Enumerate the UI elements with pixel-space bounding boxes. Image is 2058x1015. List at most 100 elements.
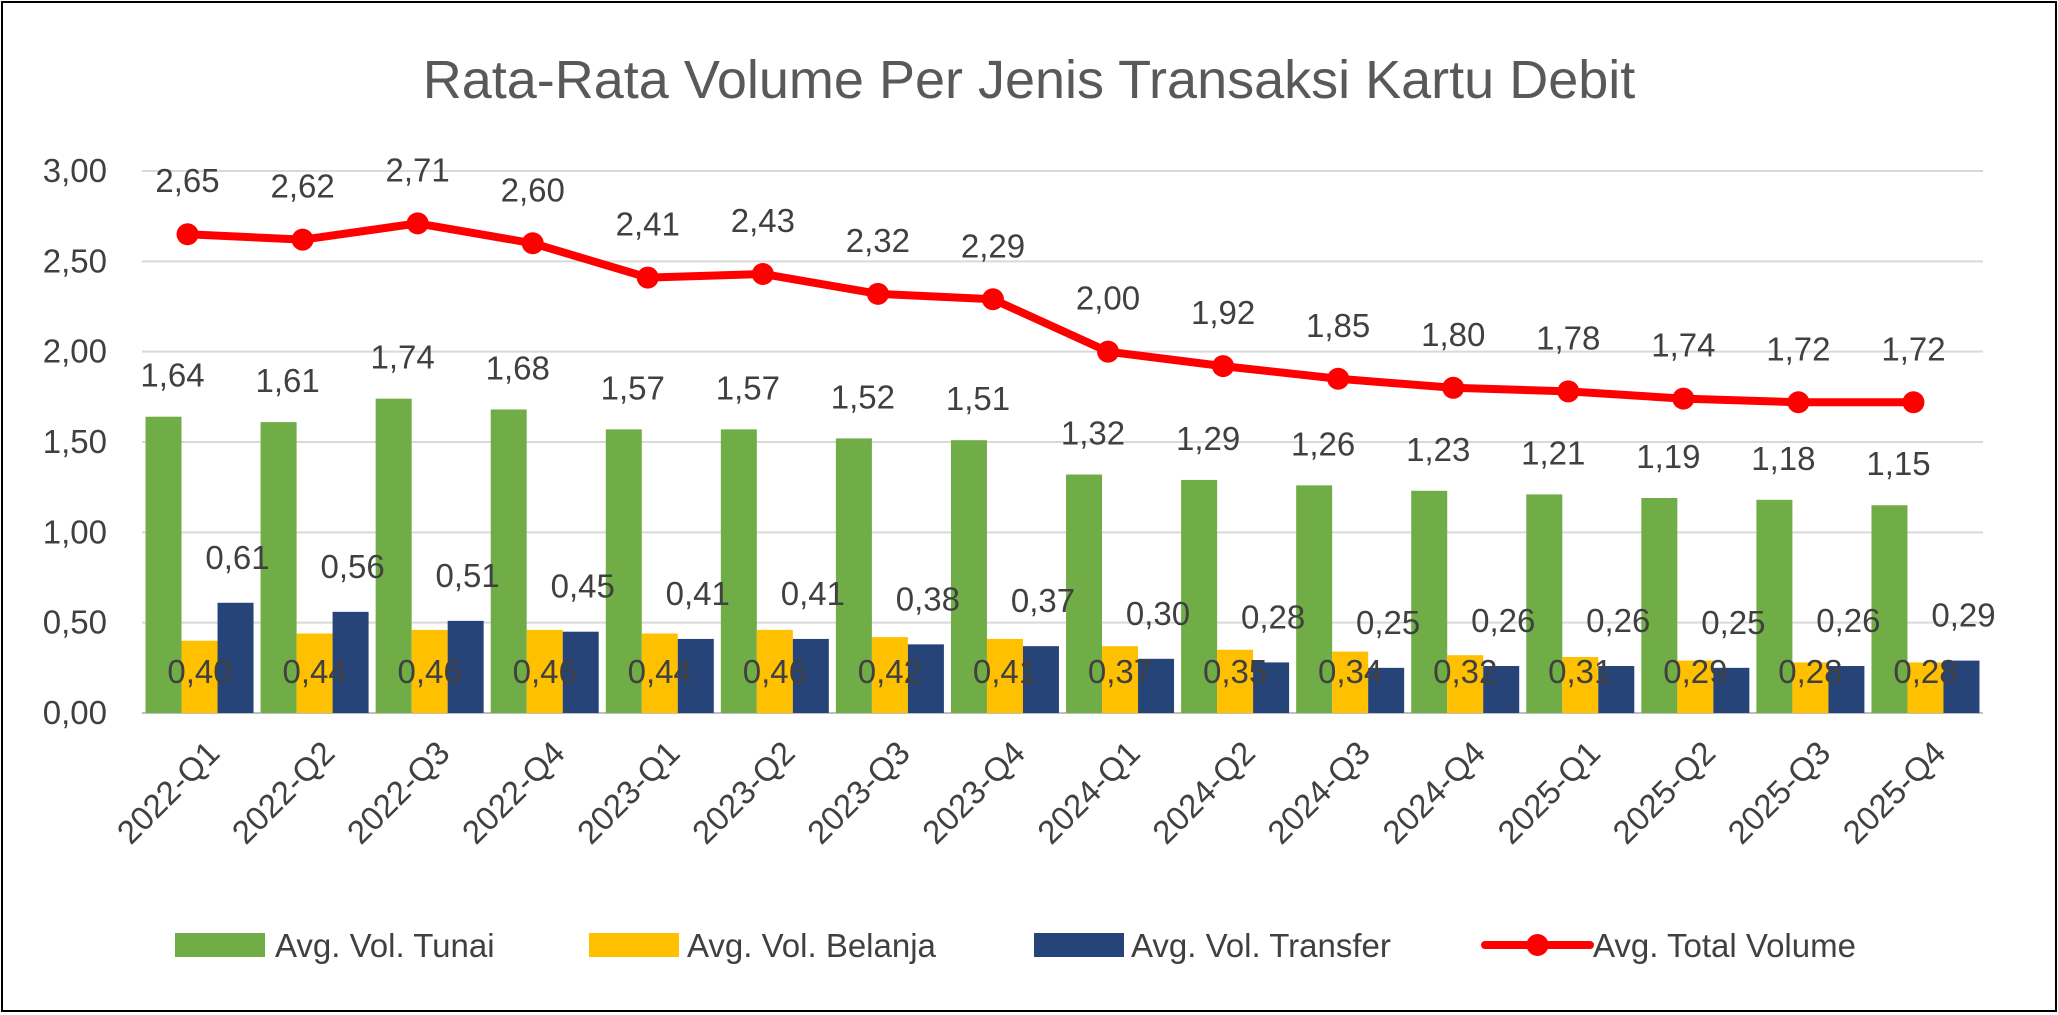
y-tick-label: 2,00 — [43, 333, 107, 370]
bar-avg-vol-tunai — [950, 440, 987, 713]
x-tick-label: 2022-Q1 — [109, 734, 226, 851]
data-label-avg-vol-tunai: 1,74 — [371, 339, 435, 376]
total-volume-marker — [1787, 391, 1810, 414]
bar-avg-vol-tunai — [720, 429, 757, 713]
data-label-avg-vol-tunai: 1,61 — [255, 362, 319, 399]
bar-avg-vol-belanja — [1217, 649, 1254, 713]
total-volume-marker — [981, 288, 1004, 311]
data-label-avg-vol-transfer: 0,41 — [666, 575, 730, 612]
data-label-avg-vol-transfer: 0,26 — [1471, 602, 1535, 639]
total-volume-line-path — [183, 219, 1918, 407]
x-tick-label: 2022-Q3 — [340, 734, 457, 851]
y-tick-label: 3,00 — [43, 152, 107, 189]
legend-swatch — [1034, 933, 1124, 957]
bar-avg-vol-transfer — [1828, 666, 1865, 713]
x-tick-label: 2024-Q3 — [1260, 734, 1377, 851]
y-tick-label: 0,00 — [43, 694, 107, 731]
bar-avg-vol-belanja — [756, 629, 793, 713]
data-label-avg-total-volume: 2,60 — [501, 171, 565, 208]
bar-avg-vol-tunai — [375, 398, 412, 713]
data-label-avg-vol-belanja: 0,44 — [628, 653, 692, 690]
bar-avg-vol-tunai — [1756, 499, 1793, 713]
bar-avg-vol-transfer — [1943, 660, 1980, 713]
data-label-avg-vol-belanja: 0,28 — [1893, 653, 1957, 690]
data-label-avg-total-volume: 2,00 — [1076, 280, 1140, 317]
bar-avg-vol-belanja — [296, 633, 333, 713]
x-tick-label: 2024-Q2 — [1145, 734, 1262, 851]
x-tick-label: 2025-Q4 — [1835, 734, 1952, 851]
bar-data-labels: 1,64 1,61 1,74 1,68 1,57 1,57 1,52 1,51 1,32 1,29… — [140, 339, 1995, 690]
y-tick-label: 1,50 — [43, 423, 107, 460]
bar-avg-vol-transfer — [1022, 646, 1059, 713]
total-volume-marker — [1327, 367, 1350, 390]
bar-avg-vol-tunai — [835, 438, 872, 713]
data-label-avg-vol-tunai: 1,51 — [946, 380, 1010, 417]
data-label-avg-total-volume: 2,32 — [846, 222, 910, 259]
data-label-avg-vol-transfer: 0,45 — [551, 568, 615, 605]
data-label-avg-total-volume: 1,92 — [1191, 294, 1255, 331]
x-tick-label: 2022-Q2 — [225, 734, 342, 851]
total-volume-line: 2,65 2,62 2,71 2,60 2,41 2,43 2,32 2,29 2,00 1,92… — [155, 151, 1946, 414]
data-label-avg-vol-belanja: 0,37 — [1088, 653, 1152, 690]
bar-avg-vol-tunai — [260, 422, 297, 713]
data-label-avg-vol-tunai: 1,68 — [486, 349, 550, 386]
total-volume-marker — [1557, 380, 1580, 403]
legend-marker — [1526, 934, 1549, 956]
legend-swatch — [175, 933, 265, 957]
total-volume-marker — [1212, 355, 1235, 378]
data-label-avg-vol-tunai: 1,21 — [1521, 434, 1585, 471]
bar-avg-vol-belanja — [181, 640, 218, 713]
x-tick-label: 2025-Q1 — [1490, 734, 1607, 851]
data-label-avg-vol-belanja: 0,41 — [973, 653, 1037, 690]
bar-avg-vol-transfer — [792, 638, 829, 713]
bar-avg-vol-belanja — [1562, 656, 1599, 713]
data-label-avg-vol-tunai: 1,26 — [1291, 425, 1355, 462]
data-label-avg-vol-belanja: 0,40 — [167, 653, 231, 690]
x-tick-label: 2023-Q1 — [570, 734, 687, 851]
data-label-avg-vol-transfer: 0,61 — [205, 539, 269, 576]
data-label-avg-vol-tunai: 1,23 — [1406, 431, 1470, 468]
bar-avg-vol-transfer — [332, 611, 369, 713]
data-label-avg-vol-belanja: 0,29 — [1663, 653, 1727, 690]
data-label-avg-vol-transfer: 0,56 — [320, 548, 384, 585]
y-tick-label: 2,50 — [43, 242, 107, 279]
data-label-avg-vol-belanja: 0,46 — [398, 653, 462, 690]
data-label-avg-total-volume: 2,62 — [270, 168, 334, 205]
data-label-avg-vol-tunai: 1,64 — [140, 357, 204, 394]
bar-avg-vol-tunai — [490, 409, 527, 713]
bar-avg-vol-belanja — [986, 638, 1023, 713]
data-label-avg-total-volume: 1,72 — [1766, 330, 1830, 367]
data-label-avg-total-volume: 2,71 — [386, 151, 450, 188]
data-label-avg-vol-belanja: 0,31 — [1548, 653, 1612, 690]
bar-avg-vol-transfer — [1483, 666, 1520, 713]
bar-avg-vol-tunai — [1871, 505, 1908, 713]
y-tick-label: 1,00 — [43, 513, 107, 550]
data-label-avg-vol-tunai: 1,29 — [1176, 420, 1240, 457]
data-label-avg-total-volume: 1,85 — [1306, 307, 1370, 344]
bar-avg-vol-transfer — [1368, 667, 1405, 713]
data-label-avg-total-volume: 1,74 — [1651, 327, 1715, 364]
bar-avg-vol-transfer — [562, 631, 599, 713]
data-label-avg-vol-transfer: 0,28 — [1241, 598, 1305, 635]
data-label-avg-vol-belanja: 0,46 — [743, 653, 807, 690]
data-label-avg-vol-tunai: 1,52 — [831, 378, 895, 415]
data-label-avg-vol-transfer: 0,37 — [1011, 582, 1075, 619]
x-tick-label: 2024-Q4 — [1375, 734, 1492, 851]
bar-avg-vol-belanja — [411, 629, 448, 713]
bar-avg-vol-transfer — [677, 638, 714, 713]
bar-avg-vol-tunai — [1066, 474, 1103, 713]
bar-avg-vol-transfer — [1713, 667, 1750, 713]
data-label-avg-vol-tunai: 1,57 — [716, 369, 780, 406]
data-label-avg-vol-tunai: 1,18 — [1751, 440, 1815, 477]
data-label-avg-vol-belanja: 0,28 — [1778, 653, 1842, 690]
x-tick-label: 2023-Q4 — [915, 734, 1032, 851]
bar-avg-vol-belanja — [1792, 662, 1829, 713]
x-tick-label: 2022-Q4 — [455, 734, 572, 851]
data-label-avg-vol-belanja: 0,46 — [513, 653, 577, 690]
data-label-avg-vol-transfer: 0,26 — [1816, 602, 1880, 639]
bar-avg-vol-belanja — [1907, 662, 1944, 713]
bar-avg-vol-tunai — [1411, 490, 1448, 713]
data-label-avg-vol-belanja: 0,44 — [282, 653, 346, 690]
legend-label: Avg. Total Volume — [1593, 927, 1856, 964]
data-label-avg-vol-belanja: 0,32 — [1433, 653, 1497, 690]
